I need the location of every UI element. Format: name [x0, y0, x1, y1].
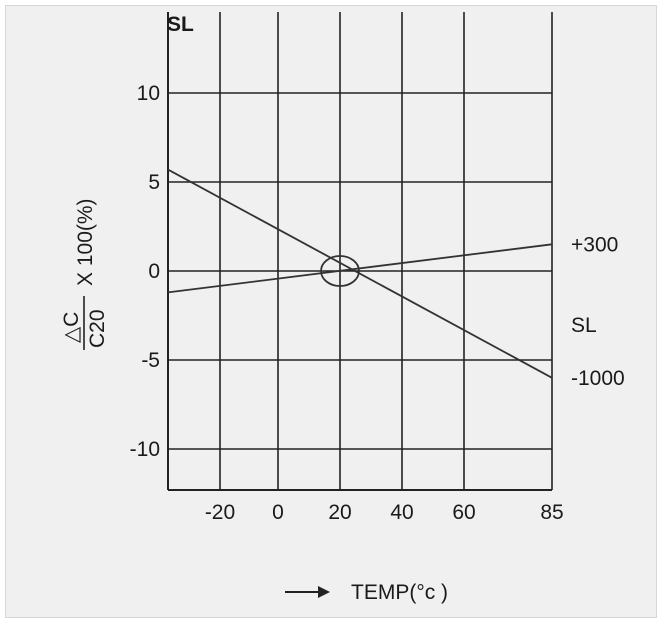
y-tick-label: -5 — [141, 349, 160, 372]
x-axis-title: TEMP(°c ) — [351, 581, 448, 604]
chart-frame — [5, 5, 657, 618]
band-label: SL — [571, 314, 597, 337]
series-lines: +300 -1000 — [167, 168, 625, 390]
series-line — [167, 168, 553, 379]
x-tick-label: 40 — [390, 501, 413, 524]
y-tick-label: -10 — [130, 438, 160, 461]
y-tick-labels: 10 5 0 -5 -10 — [130, 82, 160, 461]
series-label: +300 — [571, 233, 618, 256]
x-axis-title-group: TEMP(°c ) — [285, 581, 448, 604]
y-tick-label: 10 — [137, 82, 160, 105]
y-label-denominator: C20 — [86, 309, 109, 348]
x-tick-labels: -20 0 20 40 60 85 — [205, 501, 564, 524]
series-label: -1000 — [571, 367, 625, 390]
x-tick-label: 60 — [452, 501, 475, 524]
y-label-numerator: △C — [60, 312, 83, 343]
reference-circle — [320, 255, 360, 287]
x-tick-label: 0 — [272, 501, 284, 524]
y-label-text: X 100(%) — [74, 198, 97, 286]
x-tick-label: 85 — [540, 501, 563, 524]
arrow-icon — [318, 586, 330, 598]
y-axis-label: △C C20 X 100(%) — [60, 198, 109, 350]
y-tick-label: 5 — [148, 171, 160, 194]
y-tick-label: 0 — [148, 260, 160, 283]
gridlines — [167, 12, 553, 491]
series-line — [167, 243, 553, 294]
x-tick-label: 20 — [328, 501, 351, 524]
chart-title: SL — [167, 13, 194, 36]
x-tick-label: -20 — [205, 501, 235, 524]
